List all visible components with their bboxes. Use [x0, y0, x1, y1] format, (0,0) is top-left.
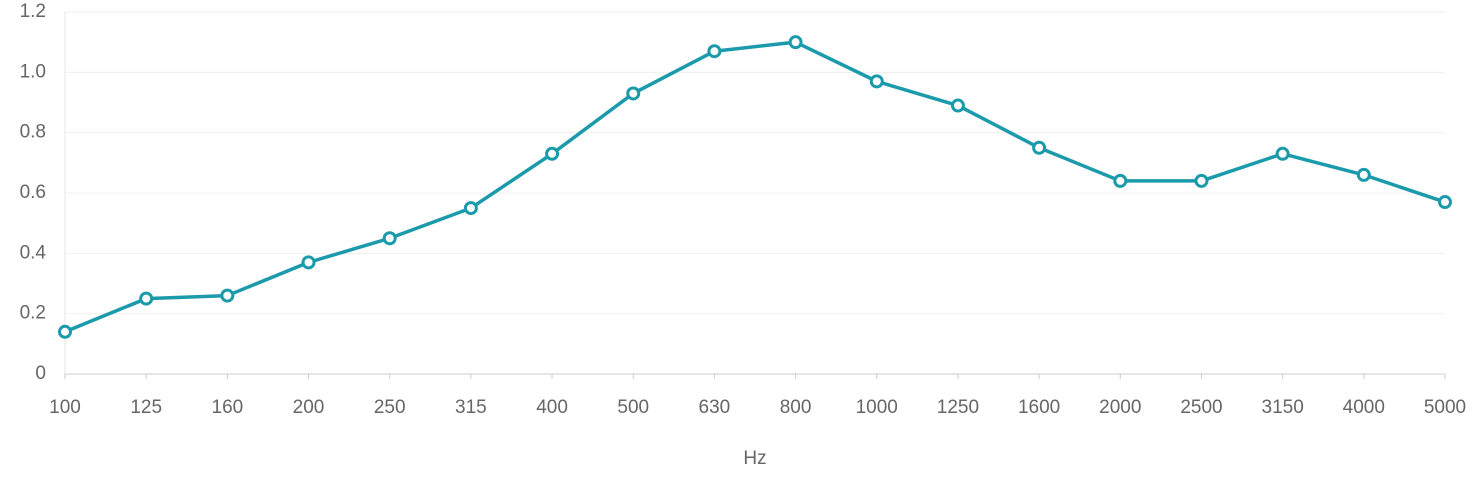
point: [1438, 195, 1452, 210]
x-tick-label: 125: [130, 397, 162, 418]
x-tick-label: 5000: [1424, 397, 1466, 418]
point: [220, 288, 235, 303]
point: [788, 35, 803, 50]
x-tick-label: 2500: [1180, 397, 1222, 418]
x-tick-label: 800: [780, 397, 812, 418]
point: [1113, 173, 1128, 188]
x-tick-label: 630: [699, 397, 731, 418]
point: [1356, 167, 1371, 182]
line: [64, 40, 1446, 334]
point: [869, 74, 884, 89]
x-tick-label: 160: [212, 397, 244, 418]
y-tick-label: 0.8: [20, 122, 46, 143]
x-tick-label: 100: [49, 397, 81, 418]
x-tick-label: 500: [617, 397, 649, 418]
y-tick-label: 0: [35, 363, 46, 384]
x-tick-label: 250: [374, 397, 406, 418]
y-tick-label: 0.2: [20, 303, 46, 324]
x-tick-label: 200: [293, 397, 325, 418]
y-tick-label: 0.4: [20, 242, 47, 263]
point: [463, 201, 478, 216]
y-tick-label: 1.2: [20, 1, 46, 22]
x-tick-label: 1000: [856, 397, 898, 418]
point: [950, 98, 965, 113]
point: [626, 86, 641, 101]
x-tick-label: 2000: [1099, 397, 1141, 418]
point: [1032, 140, 1047, 155]
x-tick-label: 315: [455, 397, 487, 418]
point: [382, 231, 397, 246]
x-axis-title: Hz: [743, 448, 766, 469]
point: [301, 255, 316, 270]
y-tick-label: 1.0: [20, 61, 46, 82]
point: [139, 291, 154, 306]
x-tick-label: 400: [536, 397, 568, 418]
point: [1275, 146, 1290, 161]
x-tick-label: 3150: [1262, 397, 1304, 418]
x-tick-label: 4000: [1343, 397, 1385, 418]
x-tick-label: 1250: [937, 397, 979, 418]
point: [545, 146, 560, 161]
x-tick-label: 1600: [1018, 397, 1060, 418]
y-tick-label: 0.6: [20, 182, 46, 203]
point: [707, 44, 722, 59]
point: [1194, 173, 1209, 188]
point: [58, 324, 72, 339]
